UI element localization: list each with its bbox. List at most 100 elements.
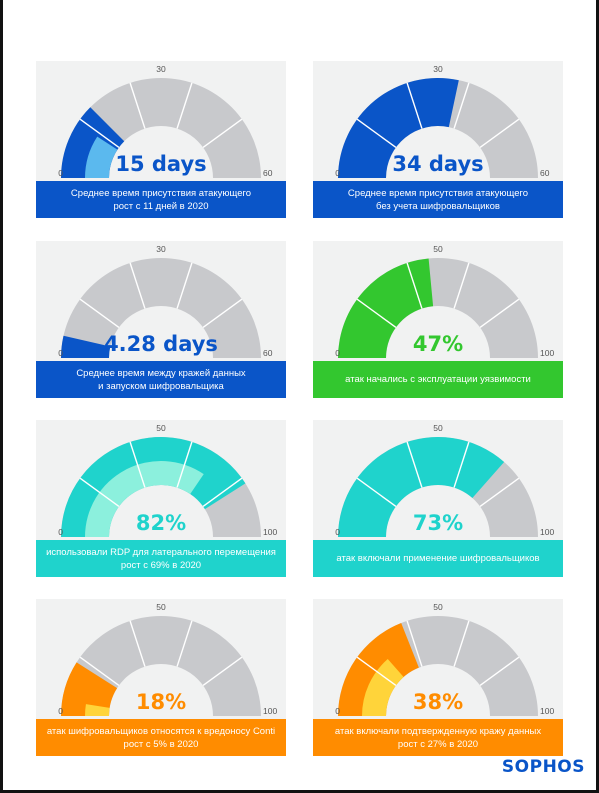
gauge-segment-divider — [356, 477, 397, 508]
gauge-tick-label: 30 — [433, 64, 443, 74]
gauge-tick-label: 50 — [433, 602, 443, 612]
gauge-segment-divider — [479, 477, 520, 508]
gauge-segment-divider — [176, 441, 193, 488]
gauge-tick-label: 30 — [156, 244, 166, 254]
gauge-segment-divider — [479, 298, 520, 329]
gauge-segment-divider — [176, 82, 193, 129]
gauge-previous-value-arc — [85, 704, 110, 716]
gauge-tick-label: 60 — [263, 168, 273, 178]
gauge-tick-label: 100 — [263, 527, 277, 537]
gauge-segment-divider — [453, 441, 470, 488]
gauge-tick-label: 0 — [335, 168, 340, 178]
gauge-value-label: 4.28 days — [104, 332, 218, 356]
gauge-segment-divider — [79, 477, 120, 508]
gauge-previous-value-arc — [362, 658, 404, 716]
gauge-card: 0 50 100 38% атак включали подтвержденную кр… — [313, 599, 563, 756]
gauge-card: 0 50 100 18% атак шифровальщиков относятся к… — [36, 599, 286, 756]
gauge-chart: 0 50 100 73% — [335, 423, 554, 537]
gauge-caption: Среднее время между кражей данных и запус… — [36, 361, 286, 398]
frame-right-edge — [596, 0, 599, 793]
gauge-chart: 0 30 60 34 days — [335, 64, 550, 178]
gauge-caption: атак включали подтвержденную кражу данны… — [313, 719, 563, 756]
gauge-segment-divider — [129, 441, 146, 488]
gauge-card: 0 50 100 82% использовали RDP для латерально… — [36, 420, 286, 577]
gauge-segment-divider — [453, 620, 470, 667]
gauge-value-arc — [61, 335, 111, 358]
sophos-logo: SOPHOS — [501, 757, 585, 777]
gauge-value-arc — [338, 78, 459, 178]
gauge-tick-label: 0 — [335, 348, 340, 358]
gauge-value-label: 82% — [136, 511, 186, 535]
gauge-tick-label: 0 — [58, 348, 63, 358]
gauge-tick-label: 0 — [335, 706, 340, 716]
gauge-caption-line: использовали RDP для латерального переме… — [46, 546, 276, 558]
gauge-segment-divider — [406, 82, 423, 129]
gauge-segment-divider — [356, 118, 397, 149]
gauge-card: 0 50 100 47% атак начались с эксплуатации уя… — [313, 241, 563, 398]
gauge-caption: Среднее время присутствия атакующего рост… — [36, 181, 286, 218]
gauge-segment-divider — [406, 441, 423, 488]
gauge-segment-divider — [79, 298, 120, 329]
gauge-value-label: 47% — [413, 332, 463, 356]
gauge-caption-line: атак шифровальщиков относятся к вредонос… — [46, 725, 276, 737]
gauge-segment-divider — [129, 82, 146, 129]
gauge-value-label: 73% — [413, 511, 463, 535]
gauge-segment-divider — [202, 118, 243, 149]
gauge-caption: атак начались с эксплуатации уязвимости — [313, 361, 563, 398]
gauge-segment-divider — [176, 262, 193, 309]
gauge-tick-label: 100 — [540, 348, 554, 358]
gauge-segment-divider — [129, 262, 146, 309]
gauge-card: 0 50 100 73% атак включали применение шифров… — [313, 420, 563, 577]
gauge-caption: использовали RDP для латерального переме… — [36, 540, 286, 577]
gauge-tick-label: 0 — [58, 706, 63, 716]
gauge-caption-line: атак начались с эксплуатации уязвимости — [345, 374, 531, 385]
gauge-tick-label: 50 — [433, 244, 443, 254]
gauge-segment-divider — [202, 477, 243, 508]
gauge-tick-label: 100 — [540, 706, 554, 716]
gauge-value-label: 15 days — [115, 152, 206, 176]
gauge-card: 0 30 60 15 days Среднее время присутствия ат… — [36, 61, 286, 218]
gauge-caption-line: рост с 27% в 2020 — [397, 738, 479, 750]
gauge-segment-divider — [406, 620, 423, 667]
gauge-caption-line: Среднее время присутствия атакующего — [347, 187, 529, 199]
gauge-caption-line: и запуском шифровальщика — [98, 380, 224, 392]
gauge-caption-line: Среднее время между кражей данных — [76, 367, 246, 379]
gauge-chart: 0 50 100 82% — [58, 423, 277, 537]
frame-bottom-edge — [0, 790, 599, 793]
gauge-chart: 0 50 100 18% — [58, 602, 277, 716]
gauge-segment-divider — [356, 298, 397, 329]
gauge-segment-divider — [406, 262, 423, 309]
gauge-tick-label: 50 — [156, 423, 166, 433]
gauge-segment-divider — [202, 298, 243, 329]
gauge-tick-label: 50 — [433, 423, 443, 433]
gauge-tick-label: 60 — [540, 168, 550, 178]
gauge-previous-value-arc — [85, 460, 204, 537]
gauge-value-label: 34 days — [392, 152, 483, 176]
gauge-caption-line: рост с 5% в 2020 — [123, 738, 199, 750]
gauge-chart: 0 30 60 4.28 days — [58, 244, 273, 358]
gauge-value-label: 18% — [136, 690, 186, 714]
gauge-segment-divider — [202, 656, 243, 687]
gauge-segment-divider — [479, 656, 520, 687]
gauge-tick-label: 30 — [156, 64, 166, 74]
gauge-caption-line: без учета шифровальщиков — [376, 200, 500, 212]
gauge-segment-divider — [479, 118, 520, 149]
gauge-value-label: 38% — [413, 690, 463, 714]
gauge-tick-label: 60 — [263, 348, 273, 358]
gauge-caption-line: атак включали подтвержденную кражу данны… — [334, 725, 542, 737]
gauge-chart: 0 30 60 15 days — [58, 64, 273, 178]
gauge-track — [61, 258, 261, 358]
gauge-caption-line: рост с 69% в 2020 — [120, 559, 202, 571]
gauge-caption-line: рост с 11 дней в 2020 — [113, 200, 209, 212]
gauge-segment-divider — [453, 82, 470, 129]
gauge-tick-label: 100 — [540, 527, 554, 537]
gauge-segment-divider — [453, 262, 470, 309]
gauge-segment-divider — [176, 620, 193, 667]
frame-left-edge — [0, 0, 3, 793]
gauge-tick-label: 0 — [58, 527, 63, 537]
gauge-chart: 0 50 100 38% — [335, 602, 554, 716]
gauge-segment-divider — [129, 620, 146, 667]
gauge-value-arc — [338, 258, 434, 358]
gauge-previous-value-arc — [85, 136, 118, 178]
gauge-card: 0 30 60 4.28 days Среднее время между кражей… — [36, 241, 286, 398]
